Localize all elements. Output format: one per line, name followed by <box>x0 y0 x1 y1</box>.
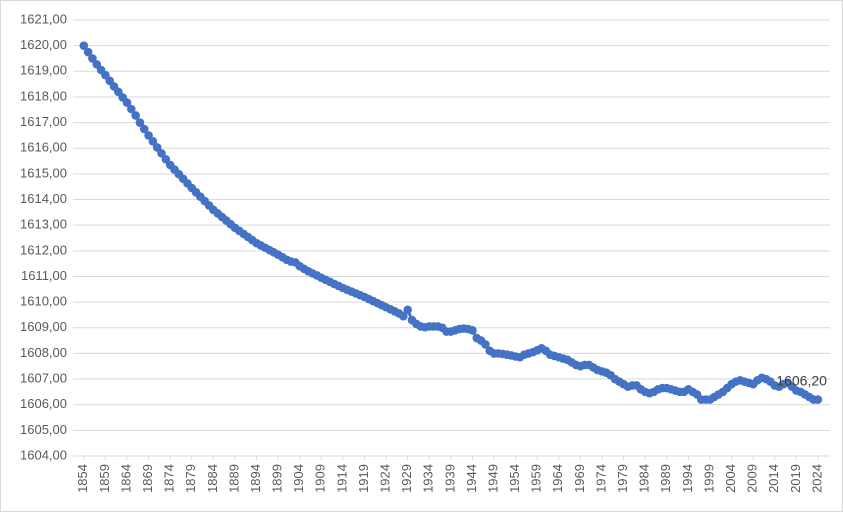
y-tick-label: 1604,00 <box>20 447 67 462</box>
marker <box>468 326 477 335</box>
x-tick-label: 1994 <box>680 464 695 493</box>
marker <box>148 137 158 146</box>
x-tick-label: 1944 <box>464 464 479 493</box>
x-tick-label: 1974 <box>593 464 608 493</box>
x-tick-label: 1934 <box>421 464 436 493</box>
y-tick-label: 1611,00 <box>21 268 67 283</box>
y-tick-label: 1621,00 <box>20 11 67 26</box>
x-tick-label: 1864 <box>118 464 133 493</box>
x-tick-label: 1909 <box>313 464 328 493</box>
marker <box>399 311 408 321</box>
x-tick-label: 1894 <box>248 464 263 493</box>
y-tick-label: 1618,00 <box>20 88 67 103</box>
x-tick-label: 1879 <box>183 464 198 493</box>
x-tick-label: 1959 <box>529 464 544 493</box>
y-tick-label: 1616,00 <box>20 140 67 155</box>
x-tick-label: 1914 <box>334 464 349 493</box>
x-tick-label: 2009 <box>745 464 760 493</box>
x-tick-label: 1989 <box>658 464 673 493</box>
x-tick-label: 1919 <box>356 464 371 493</box>
x-tick-label: 1904 <box>291 464 306 493</box>
marker <box>88 54 97 63</box>
y-tick-label: 1609,00 <box>20 319 67 334</box>
x-tick-label: 1884 <box>205 464 220 493</box>
marker <box>126 104 136 114</box>
marker <box>403 305 412 315</box>
x-tick-label: 2014 <box>766 464 781 493</box>
marker <box>144 131 153 140</box>
x-tick-label: 1999 <box>701 464 716 493</box>
marker <box>83 47 93 57</box>
x-tick-label: 1939 <box>442 464 457 493</box>
marker <box>122 98 132 107</box>
x-tick-label: 2019 <box>788 464 803 493</box>
x-tick-label: 2024 <box>809 464 824 493</box>
y-tick-label: 1615,00 <box>20 165 67 180</box>
y-tick-label: 1620,00 <box>20 37 67 52</box>
x-tick-label: 1949 <box>485 464 500 493</box>
x-tick-label: 1859 <box>97 464 112 493</box>
marker <box>152 143 162 152</box>
x-tick-label: 1929 <box>399 464 414 493</box>
y-tick-label: 1605,00 <box>20 422 67 437</box>
x-tick-label: 1979 <box>615 464 630 493</box>
x-tick-label: 1969 <box>572 464 587 493</box>
marker <box>813 395 823 404</box>
x-tick-label: 1874 <box>162 464 177 493</box>
marker <box>157 149 166 158</box>
x-tick-label: 1964 <box>550 464 565 493</box>
marker <box>79 41 89 50</box>
x-tick-label: 1954 <box>507 464 522 493</box>
y-tick-label: 1617,00 <box>20 114 67 129</box>
y-tick-label: 1606,00 <box>20 396 67 411</box>
x-tick-label: 2004 <box>723 464 738 493</box>
data-label: 1606,20 <box>776 372 827 388</box>
marker <box>481 340 490 349</box>
y-tick-label: 1614,00 <box>20 191 67 206</box>
y-tick-label: 1619,00 <box>20 63 67 78</box>
marker <box>139 124 149 134</box>
x-tick-label: 1889 <box>226 464 241 493</box>
y-tick-label: 1610,00 <box>20 294 67 309</box>
y-tick-label: 1607,00 <box>20 370 67 385</box>
marker <box>135 118 145 127</box>
marker <box>131 111 140 120</box>
x-tick-label: 1899 <box>270 464 285 493</box>
y-tick-label: 1612,00 <box>20 242 67 257</box>
y-tick-label: 1608,00 <box>20 345 67 360</box>
x-tick-label: 1924 <box>378 464 393 493</box>
x-tick-label: 1869 <box>140 464 155 493</box>
x-tick-label: 1854 <box>75 464 90 493</box>
y-tick-label: 1613,00 <box>20 217 67 232</box>
x-tick-label: 1984 <box>637 464 652 493</box>
